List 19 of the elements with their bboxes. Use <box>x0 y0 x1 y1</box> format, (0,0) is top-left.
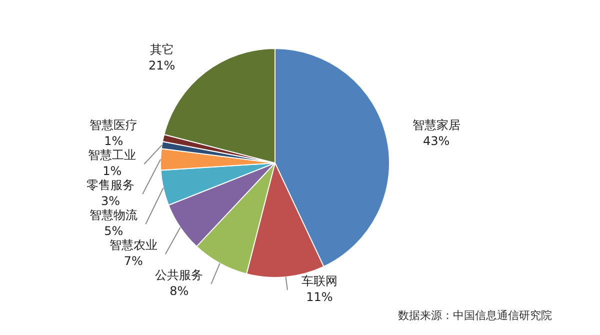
data-label: 5% <box>104 224 124 238</box>
source-note: 数据来源：中国信息通信研究院 <box>397 308 553 323</box>
slice-label: 智慧物流 <box>90 208 138 222</box>
data-label: 21% <box>148 58 176 72</box>
slice-label: 智慧农业 <box>109 238 158 252</box>
data-label: 11% <box>306 290 333 304</box>
slice-label: 其它 <box>150 42 174 56</box>
slice-label: 智慧医疗 <box>90 118 138 132</box>
data-label: 3% <box>101 194 120 208</box>
slice-label: 零售服务 <box>86 178 135 192</box>
data-label: 43% <box>422 134 450 148</box>
data-label: 7% <box>124 254 143 268</box>
slice-label: 公共服务 <box>155 268 204 282</box>
slice-label: 智慧家居 <box>412 118 460 132</box>
data-label: 8% <box>170 284 189 298</box>
slice-label: 车联网 <box>301 274 338 288</box>
data-label: 1% <box>102 164 122 178</box>
data-label: 1% <box>104 134 124 148</box>
slice-label: 智慧工业 <box>88 148 136 162</box>
